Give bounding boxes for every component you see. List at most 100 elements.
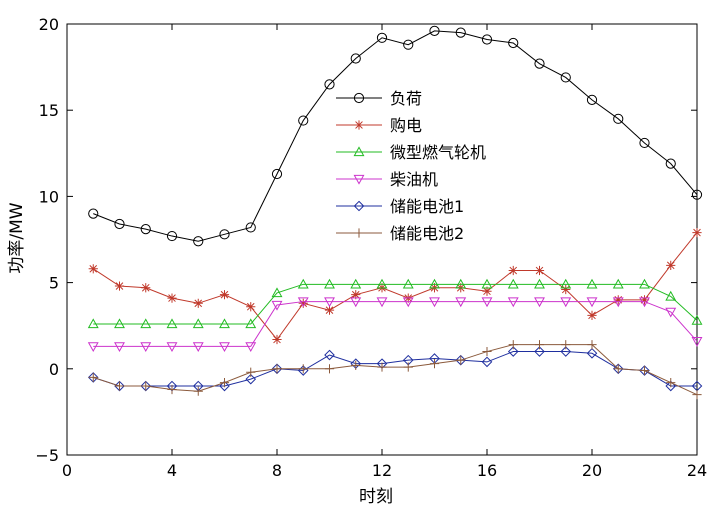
data-point: [691, 337, 703, 347]
data-point: [219, 380, 230, 392]
data-point: [613, 364, 623, 374]
series-6: [88, 340, 702, 400]
x-tick-label: 16: [477, 461, 497, 480]
data-point: [166, 230, 178, 242]
data-point: [613, 113, 624, 124]
data-point: [324, 79, 335, 90]
data-point: [88, 372, 98, 383]
data-point: [219, 318, 230, 329]
data-point: [351, 290, 361, 300]
data-point: [324, 349, 335, 361]
series-2: [88, 228, 702, 345]
data-point: [271, 168, 283, 180]
data-point: [88, 208, 99, 219]
data-point: [298, 115, 309, 126]
legend-marker: [354, 228, 364, 238]
data-point: [534, 58, 545, 69]
data-point: [692, 390, 702, 400]
data-point: [692, 228, 702, 238]
legend-entry: 购电: [336, 116, 422, 135]
data-point: [481, 34, 493, 45]
data-point: [560, 346, 572, 357]
data-point: [193, 386, 203, 396]
x-tick-label: 4: [167, 461, 177, 480]
data-point: [587, 310, 597, 320]
data-point: [377, 362, 387, 372]
series-4: [87, 297, 703, 353]
series-line: [93, 283, 698, 325]
legend-label: 储能电池1: [390, 197, 464, 216]
y-tick-label: 0: [49, 360, 59, 379]
data-point: [376, 278, 388, 289]
data-point: [141, 381, 151, 391]
data-point: [508, 37, 519, 49]
data-point: [297, 278, 309, 289]
data-point: [193, 298, 203, 308]
data-point: [639, 295, 650, 305]
data-point: [639, 137, 650, 149]
data-point: [219, 342, 230, 353]
x-tick-label: 0: [62, 461, 72, 480]
data-point: [666, 260, 676, 270]
data-point: [297, 297, 309, 308]
legend-label: 负荷: [390, 89, 422, 108]
data-point: [665, 307, 677, 318]
data-point: [272, 334, 282, 345]
data-point: [586, 297, 598, 308]
data-point: [481, 356, 493, 368]
data-point: [402, 278, 414, 289]
series-5: [87, 346, 703, 392]
series-line: [93, 351, 697, 387]
y-tick-label: 10: [39, 187, 59, 206]
data-point: [534, 278, 545, 289]
data-point: [534, 346, 545, 357]
y-tick-label: 5: [49, 274, 59, 293]
data-point: [298, 364, 308, 374]
data-point: [272, 364, 282, 374]
data-point: [246, 367, 256, 377]
data-point: [376, 32, 388, 43]
legend-entry: 微型燃气轮机: [336, 143, 486, 162]
legend-marker: [353, 200, 365, 212]
data-point: [560, 297, 572, 308]
data-point: [482, 346, 492, 357]
data-point: [612, 278, 624, 289]
data-point: [402, 297, 414, 308]
series-3: [87, 278, 703, 329]
data-point: [586, 94, 598, 105]
data-point: [507, 278, 519, 289]
legend-marker: [354, 120, 364, 130]
data-point: [324, 297, 335, 308]
data-point: [639, 278, 650, 289]
data-point: [455, 27, 466, 38]
legend-entry: 柴油机: [336, 170, 438, 189]
data-point: [114, 218, 125, 230]
data-point: [666, 377, 676, 388]
y-tick-label: 15: [39, 101, 59, 120]
data-point: [482, 286, 492, 296]
data-point: [560, 72, 571, 83]
data-point: [639, 365, 650, 376]
data-point: [350, 297, 362, 308]
data-point: [508, 340, 518, 350]
data-point: [141, 283, 151, 293]
data-point: [350, 278, 362, 289]
legend-entry: 负荷: [336, 89, 422, 108]
y-tick-label: 20: [39, 15, 59, 34]
legend-marker: [353, 92, 365, 104]
data-point: [376, 297, 388, 308]
data-point: [508, 265, 518, 276]
data-point: [245, 342, 257, 353]
data-point: [140, 318, 152, 329]
data-point: [665, 158, 676, 169]
x-tick-label: 12: [372, 461, 392, 480]
series-line: [92, 232, 698, 341]
data-point: [560, 278, 572, 289]
data-point: [271, 300, 283, 311]
legend-entry: 储能电池1: [336, 197, 464, 216]
data-point: [534, 297, 545, 308]
data-point: [691, 189, 703, 200]
